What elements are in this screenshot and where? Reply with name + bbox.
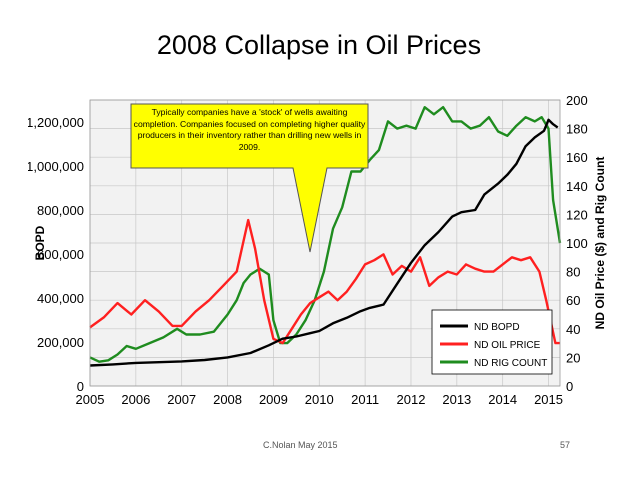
callout: Typically companies have a 'stock' of we… — [130, 103, 369, 253]
plot-border — [89, 99, 561, 387]
y2-tick-label: 120 — [566, 207, 588, 222]
y2-tick-label: 200 — [566, 93, 588, 108]
callout-box — [130, 103, 369, 253]
callout-text: Typically companies have a 'stock' of we… — [133, 107, 366, 152]
y-tick-label: 200,000 — [37, 335, 84, 350]
y2-tick-label: 140 — [566, 179, 588, 194]
y-tick-label: 800,000 — [37, 203, 84, 218]
y2-axis-label: ND Oil Price ($) and Rig Count — [593, 157, 607, 330]
x-tick-label: 2008 — [213, 392, 242, 407]
y2-tick-label: 100 — [566, 236, 588, 251]
x-tick-label: 2011 — [351, 392, 379, 407]
x-tick-label: 2015 — [534, 392, 563, 407]
series-layer — [89, 105, 562, 367]
series-line-nd-rig-count — [89, 105, 562, 363]
x-tick-label: 2005 — [76, 392, 105, 407]
y-tick-label: 0 — [77, 379, 84, 394]
legend-label: ND BOPD — [474, 322, 520, 333]
y2-tick-label: 20 — [566, 350, 580, 365]
y2-tick-label: 180 — [566, 122, 588, 137]
legend: ND BOPD ND OIL PRICE ND RIG COUNT — [431, 309, 553, 375]
series-line-nd-oil-price — [89, 218, 560, 345]
page-number: 57 — [560, 440, 571, 450]
oil-chart: 0 20 40 60 80 100 120 140 160 180 200 0 200,000 400,0… — [28, 93, 607, 407]
y2-tick-label: 0 — [566, 379, 573, 394]
y2-tick-label: 40 — [566, 322, 580, 337]
x-tick-label: 2009 — [259, 392, 288, 407]
x-tick-label: 2006 — [121, 392, 150, 407]
x-tick-label: 2012 — [397, 392, 426, 407]
y2-tick-label: 80 — [566, 265, 580, 280]
slide-title: 2008 Collapse in Oil Prices — [156, 30, 482, 60]
y2-tick-label: 60 — [566, 293, 580, 308]
series-line-nd-bopd — [89, 118, 559, 367]
legend-label: ND OIL PRICE — [474, 340, 541, 351]
x-tick-label: 2010 — [305, 392, 334, 407]
y-axis-label: BOPD — [33, 225, 47, 260]
y2-tick-label: 160 — [566, 150, 588, 165]
y-tick-label: 1,200,000 — [28, 115, 84, 130]
footer-credit: C.Nolan May 2015 — [263, 440, 338, 450]
y-tick-label: 400,000 — [37, 291, 84, 306]
y-tick-label: 600,000 — [37, 247, 84, 262]
y-tick-label: 1,000,000 — [28, 159, 84, 174]
legend-label: ND RIG COUNT — [474, 358, 547, 369]
x-tick-label: 2014 — [488, 392, 517, 407]
x-tick-label: 2013 — [442, 392, 471, 407]
x-tick-label: 2007 — [167, 392, 196, 407]
chart-frame: 0 20 40 60 80 100 120 140 160 180 200 0 200,000 400,0… — [28, 92, 615, 422]
axes: 0 20 40 60 80 100 120 140 160 180 200 0 200,000 400,0… — [28, 93, 588, 407]
